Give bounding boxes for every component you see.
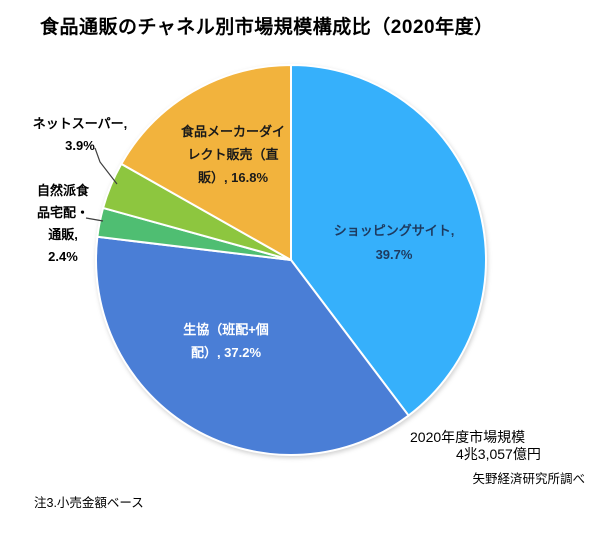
pie-slice-2 [95, 235, 410, 456]
slice-label-line: ショッピングサイト, [333, 223, 455, 238]
pie-slices [95, 64, 487, 456]
chart-title: 食品通販のチャネル別市場規模構成比（2020年度） [40, 17, 494, 38]
slice-label-line: 品宅配・ [36, 205, 89, 220]
slice-label-line: 自然派食 [36, 183, 89, 198]
slice-label-seikyo: 生協（班配+個 配）, 37.2% [146, 318, 306, 364]
slice-label-maker-direct: 食品メーカーダイ レクト販売（直 販）, 16.8% [152, 120, 314, 189]
market-size-label: 2020年度市場規模 [410, 429, 526, 445]
slice-label-line: ネットスーパー, [32, 116, 128, 131]
slice-label-line: 39.7% [375, 247, 413, 262]
pie-slice-1 [290, 64, 487, 417]
slice-label-line: 食品メーカーダイ [180, 124, 285, 139]
slice-label-line: 3.9% [65, 138, 95, 153]
slice-label-line: 通販, [48, 227, 78, 242]
leader-lines [85, 147, 118, 222]
footnote: 注3.小売金額ベース [34, 496, 144, 510]
slice-label-shopping-site: ショッピングサイト, 39.7% [314, 219, 474, 267]
slice-label-line: 生協（班配+個 [183, 322, 269, 337]
slice-label-line: レクト販売（直 [187, 147, 279, 162]
slice-label-line: 配）, 37.2% [190, 345, 262, 360]
slice-label-netsuper: ネットスーパー, 3.9% [25, 113, 135, 157]
slice-label-line: 2.4% [48, 249, 78, 264]
slice-label-line: 販）, 16.8% [197, 170, 269, 185]
leader-line-shizenha [85, 217, 104, 222]
pie-slice-5 [120, 64, 292, 261]
slice-label-shizenha: 自然派食 品宅配・ 通販, 2.4% [23, 180, 103, 268]
leader-line-netsuper [94, 147, 118, 185]
market-size-value: 4兆3,057億円 [456, 446, 541, 462]
source-credit: 矢野経済研究所調べ [472, 472, 585, 486]
